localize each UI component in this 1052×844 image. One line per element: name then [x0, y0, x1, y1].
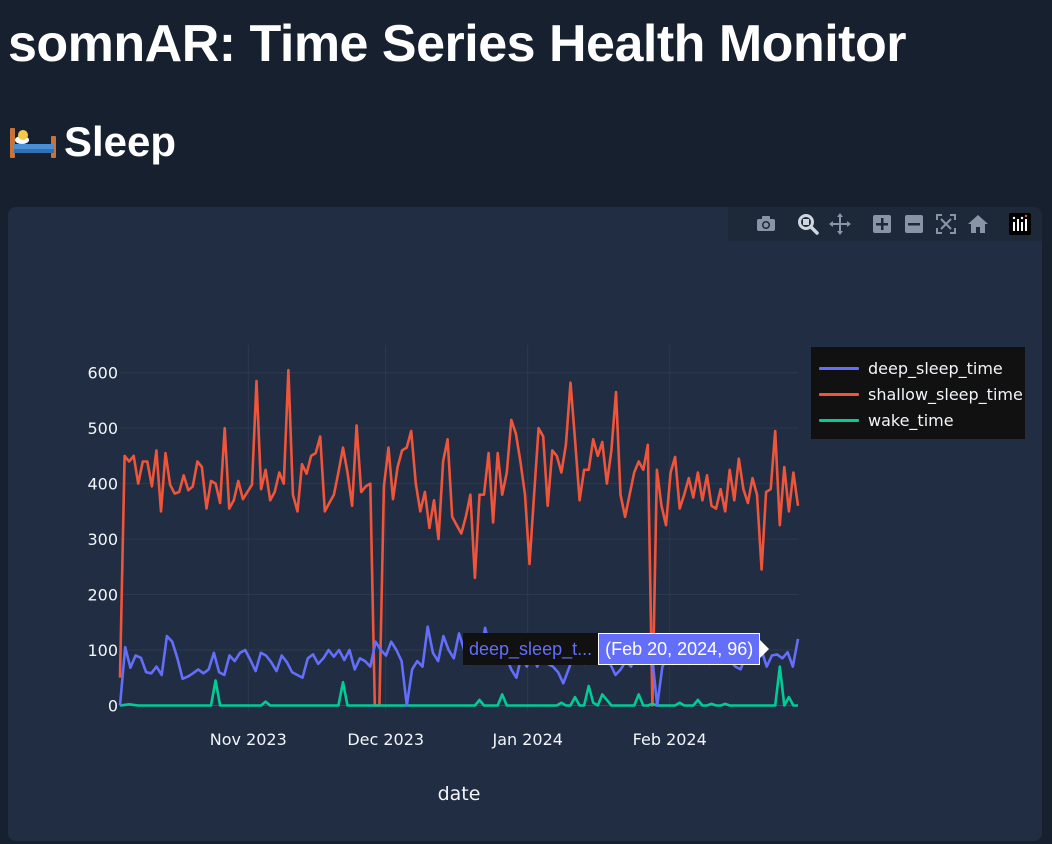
legend-label-deep-sleep: deep_sleep_time [868, 358, 1003, 378]
legend-swatch-shallow-sleep [819, 392, 859, 396]
x-tick-label: Nov 2023 [210, 730, 287, 749]
chart-modebar [728, 207, 1042, 241]
zoom-out-icon[interactable] [900, 210, 928, 238]
sleep-chart-card: 0 100 200 300 400 500 600 Nov 2023 Dec 2023 Jan 2… [8, 207, 1042, 841]
bed-icon [10, 128, 56, 158]
autoscale-icon[interactable] [932, 210, 960, 238]
reset-axes-icon[interactable] [964, 210, 992, 238]
x-tick-label: Jan 2024 [491, 730, 562, 749]
y-tick-label: 400 [87, 475, 118, 494]
y-tick-label: 100 [87, 641, 118, 660]
pan-icon[interactable] [826, 210, 854, 238]
y-tick-label: 500 [87, 419, 118, 438]
shallow-sleep-line [118, 368, 800, 707]
zoom-in-icon[interactable] [868, 210, 896, 238]
plotly-logo-icon[interactable] [1006, 210, 1034, 238]
legend-item-wake[interactable]: wake_time [811, 407, 1025, 433]
sleep-chart[interactable]: 0 100 200 300 400 500 600 Nov 2023 Dec 2023 Jan 2… [8, 207, 1042, 841]
section-title: Sleep [8, 118, 176, 166]
legend-item-deep-sleep[interactable]: deep_sleep_time [811, 355, 1025, 381]
y-tick-label: 600 [87, 364, 118, 383]
chart-legend: deep_sleep_time shallow_sleep_time wake_… [811, 347, 1025, 439]
legend-item-shallow-sleep[interactable]: shallow_sleep_time [811, 381, 1025, 407]
y-tick-label: 200 [87, 586, 118, 605]
y-tick-label: 0 [108, 696, 118, 715]
section-title-text: Sleep [64, 118, 177, 165]
x-tick-label: Feb 2024 [633, 730, 707, 749]
legend-swatch-wake [819, 418, 859, 422]
y-tick-label: 300 [87, 530, 118, 549]
hover-value: (Feb 20, 2024, 96) [598, 633, 761, 665]
hover-arrow [760, 640, 770, 658]
wake-line [119, 665, 798, 707]
x-tick-label: Dec 2023 [347, 730, 424, 749]
legend-label-wake: wake_time [868, 410, 954, 430]
x-axis-title: date [438, 783, 481, 805]
hover-tooltip: deep_sleep_t... (Feb 20, 2024, 96) [463, 633, 770, 665]
legend-label-shallow-sleep: shallow_sleep_time [868, 384, 1023, 404]
page-title: somnAR: Time Series Health Monitor [8, 15, 906, 73]
zoom-icon[interactable] [794, 210, 822, 238]
legend-swatch-deep-sleep [819, 366, 859, 370]
camera-icon[interactable] [752, 210, 780, 238]
hover-series-name: deep_sleep_t... [463, 633, 599, 665]
